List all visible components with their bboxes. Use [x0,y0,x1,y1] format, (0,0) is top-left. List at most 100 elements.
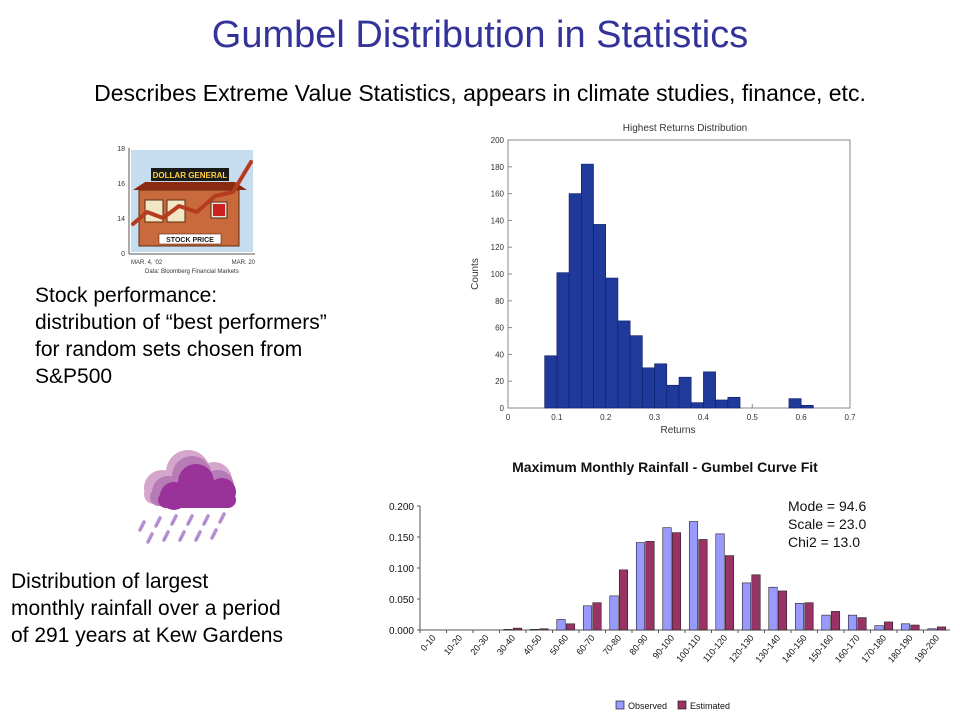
returns-y-tick-label: 100 [491,270,505,279]
rainfall-bar-observed [927,628,937,631]
rainfall-legend: Observed Estimated [615,700,730,711]
rainfall-y-tick-label: 0.200 [389,502,414,513]
returns-x-tick-label: 0.3 [649,413,661,422]
returns-bar [593,224,607,409]
stock-tick-14: 14 [117,216,125,223]
rainfall-chart-title: Maximum Monthly Rainfall - Gumbel Curve … [512,459,818,475]
rainfall-bar-observed [847,614,858,631]
returns-chart-title: Highest Returns Distribution [623,123,748,134]
rainfall-x-tick-label: 20-30 [468,633,490,657]
returns-x-tick-label: 0.5 [747,413,759,422]
rainfall-bar-estimated [724,555,735,631]
stock-date-right: MAR. 20 [232,260,256,266]
rainfall-bar-estimated [804,602,814,631]
rainfall-bar-observed [741,582,752,631]
legend-swatch-observed [615,700,625,710]
rainfall-x-tick-label: 110-120 [701,633,729,664]
rainfall-x-tick-label: 70-80 [601,633,623,657]
rainfall-bar-estimated [910,624,920,631]
returns-y-tick-label: 60 [495,324,504,333]
returns-histogram: Highest Returns Distribution Counts Retu… [470,123,856,436]
rainfall-x-tick-label: 50-60 [548,633,570,657]
rainfall-x-tick-label: 0-10 [419,633,438,653]
stock-caption-line: S&P500 [35,365,113,388]
legend-label-observed: Observed [628,701,667,711]
rainfall-x-tick-label: 160-170 [833,633,862,665]
rainfall-bar-estimated [539,628,549,631]
rainfall-bar-estimated [936,626,947,631]
rainfall-bar-estimated [565,623,576,631]
returns-y-tick-label: 0 [500,404,505,413]
rainfall-bar-observed [503,629,513,631]
rainfall-bar-observed [609,595,619,631]
returns-bar [605,277,619,409]
rain-drops-icon [138,512,226,544]
returns-bar [642,367,655,409]
stock-price-illustration: 18 16 14 0 DOLLAR GENERAL STOCK PRICE MA… [117,146,256,275]
rainfall-bar-estimated [592,602,602,631]
returns-x-tick-label: 0.2 [600,413,612,422]
rainfall-bar-observed [874,625,884,631]
legend-label-estimated: Estimated [690,701,730,711]
returns-bar [568,193,582,409]
stock-tick-0: 0 [121,251,125,258]
returns-y-label: Counts [470,258,481,290]
slide-subtitle: Describes Extreme Value Statistics, appe… [94,80,866,106]
rainfall-bar-observed [582,605,593,631]
rainfall-x-tick-label: 90-100 [651,633,677,661]
stock-date-left: MAR. 4, '02 [131,260,163,266]
returns-bar [654,363,668,409]
returns-y-tick-label: 80 [495,297,504,306]
rainfall-bar-observed [688,521,699,631]
rainfall-bar-observed [794,603,805,631]
slide-title: Gumbel Distribution in Statistics [211,14,749,56]
returns-bar [788,398,802,409]
rainfall-bar-estimated [698,539,708,631]
returns-x-label: Returns [660,425,695,436]
rainfall-x-tick-label: 170-180 [859,633,888,665]
returns-bar [678,376,692,409]
rainfall-bar-observed [821,614,831,631]
rainfall-chart: Maximum Monthly Rainfall - Gumbel Curve … [389,459,950,711]
rainfall-y-tick-label: 0.150 [389,533,414,544]
returns-bar [556,272,570,409]
stock-source: Data: Bloomberg Financial Markets [145,269,239,275]
rain-caption-line: Distribution of largest [11,570,209,593]
rainfall-y-tick-label: 0.050 [389,595,414,606]
returns-x-tick-label: 0.6 [796,413,808,422]
returns-x-tick-label: 0.1 [551,413,563,422]
rainfall-bar-estimated [671,532,682,631]
rainfall-x-tick-label: 150-160 [806,633,835,665]
rainfall-y-tick-label: 0.000 [389,626,414,637]
returns-y-tick-label: 140 [491,216,505,225]
rainfall-x-tick-label: 60-70 [574,633,596,657]
rainfall-x-tick-label: 120-130 [727,633,756,665]
rainfall-bar-observed [768,586,778,631]
returns-y-tick-label: 120 [491,243,505,252]
rainfall-x-tick-label: 10-20 [442,633,464,657]
returns-bar [629,335,643,409]
rainfall-bar-observed [715,533,725,631]
returns-y-tick-label: 200 [491,136,505,145]
returns-x-tick-label: 0 [506,413,511,422]
returns-x-tick-label: 0.4 [698,413,710,422]
rainfall-x-tick-label: 40-50 [521,633,543,657]
stock-caption: Stock performance: distribution of “best… [35,282,327,390]
rainfall-bar-observed [529,629,540,631]
rainfall-bar-estimated [830,611,841,631]
stock-caption-line: for random sets chosen from [35,338,303,361]
rain-caption-line: of 291 years at Kew Gardens [11,624,283,647]
rainfall-x-tick-label: 80-90 [627,633,649,657]
rain-caption: Distribution of largest monthly rainfall… [11,568,283,649]
rainfall-bar-estimated [618,569,629,631]
stock-caption-line: distribution of “best performers” [35,311,327,334]
returns-bar [617,320,631,409]
returns-bar [800,405,814,409]
rainfall-bar-estimated [512,627,523,631]
legend-swatch-estimated [677,700,687,710]
returns-y-tick-label: 40 [495,350,504,359]
rainfall-bar-observed [900,623,911,631]
rainfall-stat: Chi2 = 13.0 [788,534,860,550]
returns-bar [715,399,729,409]
stock-caption-line: Stock performance: [35,284,218,307]
